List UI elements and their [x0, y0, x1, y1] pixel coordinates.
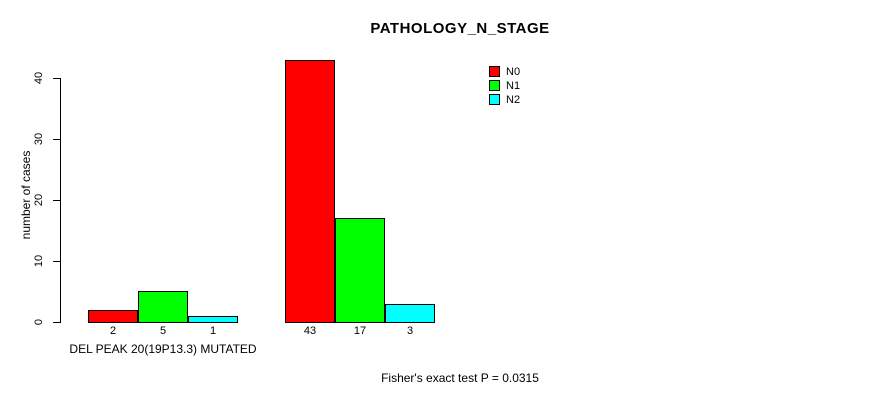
- bar-value-label: 1: [209, 325, 217, 337]
- legend-swatch-n0: [489, 66, 500, 77]
- bar-value-label: 5: [159, 325, 167, 337]
- legend: N0 N1 N2: [489, 66, 520, 108]
- legend-row: N2: [489, 93, 521, 106]
- bar-n1-group2: [335, 218, 385, 323]
- y-tick-label: 0: [33, 318, 45, 326]
- y-tick-label: 20: [33, 193, 45, 207]
- legend-row: N0: [489, 65, 521, 78]
- y-tick-mark: [53, 261, 60, 262]
- bar-value-label: 2: [109, 325, 117, 337]
- bar-n0-group1: [88, 310, 138, 323]
- y-tick-mark: [53, 78, 60, 79]
- annotation-fisher-test: Fisher's exact test P = 0.0315: [381, 371, 539, 385]
- y-tick-mark: [53, 322, 60, 323]
- y-tick-label: 10: [33, 254, 45, 268]
- bar-value-label: 17: [353, 325, 367, 337]
- bar-n2-group1: [188, 316, 238, 323]
- y-tick-label: 40: [33, 71, 45, 85]
- y-tick-mark: [53, 139, 60, 140]
- legend-swatch-n2: [489, 94, 500, 105]
- legend-row: N1: [489, 79, 521, 92]
- legend-swatch-n1: [489, 80, 500, 91]
- legend-label-n0: N0: [506, 65, 521, 78]
- bar-n0-group2: [285, 60, 335, 323]
- chart-title: PATHOLOGY_N_STAGE: [370, 20, 550, 37]
- y-tick-label: 30: [33, 132, 45, 146]
- x-category-label: DEL PEAK 20(19P13.3) MUTATED: [69, 342, 257, 356]
- legend-label-n2: N2: [506, 93, 521, 106]
- bar-n2-group2: [385, 304, 435, 323]
- bar-value-label: 3: [406, 325, 414, 337]
- bar-value-label: 43: [303, 325, 317, 337]
- bar-n1-group1: [138, 291, 188, 323]
- legend-label-n1: N1: [506, 79, 521, 92]
- y-tick-mark: [53, 200, 60, 201]
- y-axis-line: [60, 78, 61, 323]
